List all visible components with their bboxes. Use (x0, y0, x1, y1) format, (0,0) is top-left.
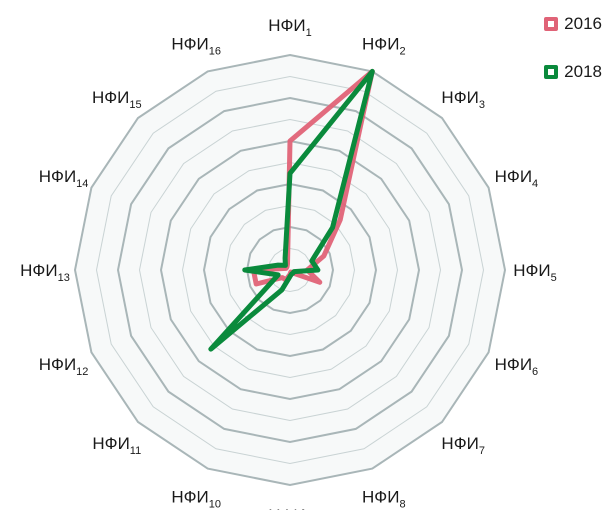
legend-label-2018: 2018 (564, 62, 602, 81)
grid-ring (224, 204, 356, 336)
grid-ring (267, 247, 313, 293)
axis-label-2: НФИ2 (362, 35, 406, 58)
axis-labels: НФИ1 НФИ2 НФИ3 НФИ4 НФИ5 НФИ6 НФИ7 НФИ8 НФИ9 НФИ1… (20, 16, 557, 510)
axis-label-12: НФИ12 (39, 355, 89, 378)
grid-ring (73, 53, 507, 487)
axis-label-13: НФИ13 (20, 261, 70, 284)
legend-swatch-2016 (544, 17, 559, 31)
grid-ring (181, 161, 399, 379)
axis-label-8: НФИ8 (362, 487, 406, 510)
radar-series (208, 68, 375, 352)
grid-ring (95, 75, 485, 465)
axis-label-6: НФИ6 (495, 355, 539, 378)
axis-label-9: НФИ9 (268, 506, 312, 510)
grid-ring (202, 182, 378, 358)
legend-item-2016: 2016 (544, 12, 602, 36)
axis-label-14: НФИ14 (39, 167, 89, 190)
legend-label-2016: 2016 (564, 14, 602, 33)
legend: 2016 2018 (544, 12, 602, 108)
grid-ring (138, 118, 442, 422)
legend-item-2018: 2018 (544, 60, 602, 84)
axis-label-3: НФИ3 (441, 88, 485, 111)
axis-label-1: НФИ1 (268, 16, 312, 39)
legend-swatch-2018 (544, 65, 559, 79)
axis-label-16: НФИ16 (171, 35, 221, 58)
axis-label-7: НФИ7 (441, 434, 485, 457)
axis-label-11: НФИ11 (92, 434, 141, 457)
grid-ring (159, 139, 421, 401)
grid-ring (116, 96, 464, 444)
axis-label-4: НФИ4 (495, 167, 539, 190)
series-line-2018 (208, 68, 375, 352)
axis-label-5: НФИ5 (513, 261, 557, 284)
axis-label-15: НФИ15 (92, 88, 142, 111)
axis-label-10: НФИ10 (171, 487, 221, 510)
